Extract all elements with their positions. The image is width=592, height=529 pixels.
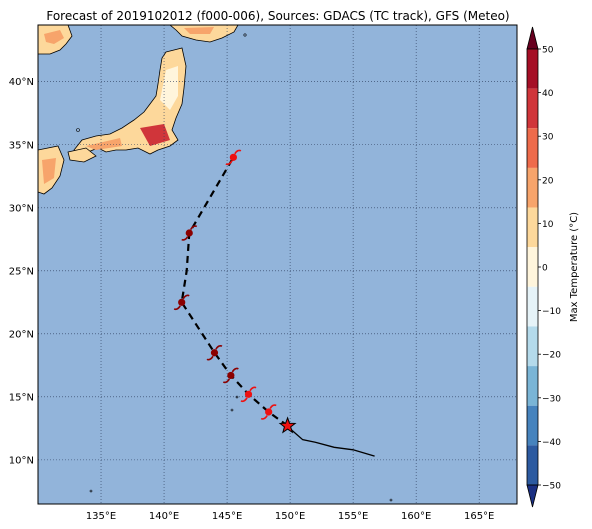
colorbar-extend-max [526, 26, 539, 50]
lon-tick-label: 165°E [464, 511, 494, 522]
colorbar-segment [527, 286, 538, 327]
land-shikoku [67, 147, 97, 163]
colorbar-tick-label: 30 [542, 133, 554, 143]
colorbar-segment [527, 207, 538, 248]
colorbar: 50 40 30 20 10 0 −10 −20 −30 −40 −50 [526, 26, 561, 508]
lon-tick-label: 150°E [275, 511, 305, 522]
lat-tick-label: 10°N [9, 455, 34, 466]
colorbar-extend-min [526, 484, 539, 508]
cyclone-symbol-icon [240, 386, 257, 403]
lat-tick-label: 25°N [9, 266, 34, 277]
cyclone-track [173, 149, 375, 457]
lon-tick-label: 155°E [338, 511, 368, 522]
colorbar-tick-label: 0 [542, 264, 548, 274]
figure-title: Forecast of 2019102012 (f000-006), Sourc… [46, 9, 509, 23]
colorbar-segment [527, 366, 538, 406]
lat-tick-label: 35°N [9, 140, 34, 151]
colorbar-segment [527, 49, 538, 89]
colorbar-segment [527, 405, 538, 446]
colorbar-segment [527, 167, 538, 208]
cyclone-symbol-icon [225, 149, 242, 166]
colorbar-segment [527, 247, 538, 287]
lat-tick-label: 20°N [9, 329, 34, 340]
lat-tick-label: 40°N [9, 77, 34, 88]
colorbar-tick-label: 20 [542, 176, 554, 186]
lat-tick-label: 30°N [9, 203, 34, 214]
colorbar-tick-label: −40 [542, 438, 561, 448]
past-track-line [287, 425, 375, 457]
lat-tick-label: 15°N [9, 392, 34, 403]
ocean-area [38, 25, 517, 504]
longitude-labels: 135°E 140°E 145°E 150°E 155°E 160°E 165°E [86, 511, 495, 522]
current-position-star-icon [278, 416, 297, 434]
cyclone-symbol-icon [206, 344, 223, 361]
colorbar-tick-label: −10 [542, 307, 561, 317]
lon-tick-label: 135°E [86, 511, 116, 522]
colorbar-tick-label: 50 [542, 46, 554, 56]
landmasses [38, 25, 393, 502]
latitude-labels: 10°N 15°N 20°N 25°N 30°N 35°N 40°N [9, 77, 34, 466]
colorbar-segment [527, 88, 538, 129]
lon-tick-label: 145°E [212, 511, 242, 522]
colorbar-tick-label: −20 [542, 351, 561, 361]
cyclone-symbol-icon [222, 367, 239, 384]
colorbar-label: Max Temperature (°C) [569, 212, 580, 322]
cyclone-symbol-icon [181, 225, 198, 241]
lon-tick-label: 140°E [149, 511, 179, 522]
forecast-track-line [180, 156, 289, 427]
colorbar-segment [527, 128, 538, 168]
cyclone-symbol-icon [260, 404, 277, 420]
colorbar-segment [527, 445, 538, 485]
colorbar-tick-label: 40 [542, 89, 554, 99]
map-panel [37, 24, 518, 505]
colorbar-tick-label: −50 [542, 482, 561, 492]
colorbar-tick-label: −30 [542, 394, 561, 404]
lon-tick-label: 160°E [401, 511, 431, 522]
colorbar-segment [527, 326, 538, 367]
cyclone-symbol-icon [173, 294, 190, 311]
colorbar-tick-label: 10 [542, 220, 554, 230]
